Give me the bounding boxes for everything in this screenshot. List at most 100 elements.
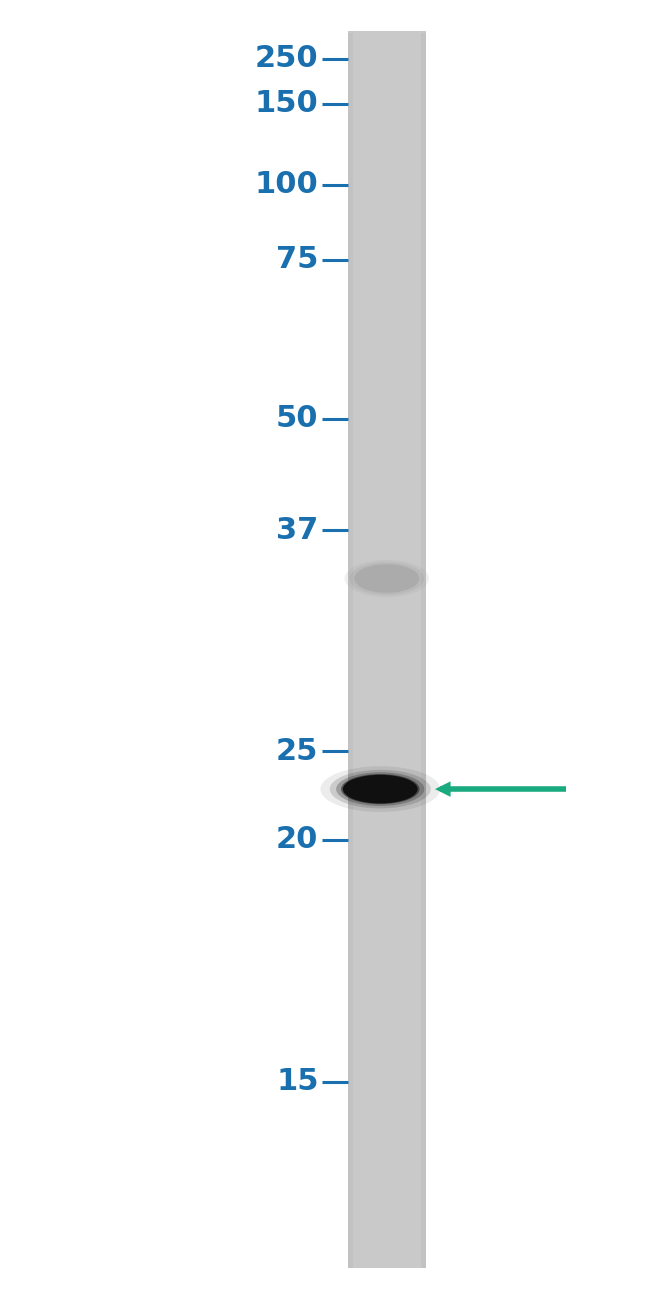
Bar bbox=[348, 937, 426, 942]
Bar bbox=[348, 1040, 426, 1045]
Bar bbox=[348, 582, 426, 588]
Bar bbox=[348, 1076, 426, 1082]
Bar bbox=[348, 690, 426, 696]
Bar bbox=[348, 451, 426, 456]
Bar bbox=[348, 117, 426, 124]
Bar bbox=[348, 546, 426, 551]
Bar bbox=[348, 1200, 426, 1206]
Bar bbox=[348, 736, 426, 741]
Bar bbox=[348, 780, 426, 785]
Bar bbox=[348, 928, 426, 933]
Bar bbox=[348, 1019, 426, 1024]
Bar bbox=[348, 1097, 426, 1102]
Bar bbox=[348, 884, 426, 889]
Bar bbox=[348, 1167, 426, 1173]
Bar bbox=[348, 88, 426, 95]
Bar bbox=[348, 208, 426, 213]
Bar bbox=[348, 455, 426, 460]
Bar bbox=[348, 356, 426, 361]
Bar bbox=[348, 105, 426, 110]
Bar bbox=[348, 592, 426, 597]
Bar bbox=[348, 1139, 426, 1144]
Bar bbox=[348, 324, 426, 329]
Bar bbox=[348, 656, 426, 663]
Bar bbox=[348, 484, 426, 490]
Bar bbox=[348, 369, 426, 374]
Bar bbox=[348, 1217, 426, 1222]
Bar bbox=[348, 1213, 426, 1218]
Bar bbox=[348, 517, 426, 523]
Bar bbox=[348, 162, 426, 169]
Bar bbox=[348, 892, 426, 897]
Bar bbox=[348, 250, 426, 255]
Bar bbox=[348, 542, 426, 547]
Bar bbox=[348, 1196, 426, 1201]
Bar bbox=[348, 1225, 426, 1230]
Bar bbox=[348, 488, 426, 494]
Bar bbox=[348, 850, 426, 855]
Bar bbox=[348, 130, 426, 135]
Bar bbox=[348, 740, 426, 745]
Bar bbox=[348, 434, 426, 439]
Bar bbox=[348, 476, 426, 481]
Bar bbox=[348, 607, 426, 614]
Bar bbox=[348, 991, 426, 996]
Bar bbox=[348, 809, 426, 815]
Bar bbox=[348, 335, 426, 342]
Bar bbox=[348, 1048, 426, 1053]
Bar bbox=[348, 818, 426, 823]
Bar bbox=[348, 759, 426, 766]
Bar bbox=[348, 1147, 426, 1152]
Bar bbox=[348, 1110, 426, 1115]
Ellipse shape bbox=[330, 770, 431, 809]
Bar bbox=[348, 970, 426, 975]
Bar bbox=[348, 229, 426, 234]
Bar bbox=[348, 261, 426, 268]
Bar bbox=[348, 311, 426, 317]
Bar bbox=[348, 385, 426, 390]
Bar bbox=[348, 1093, 426, 1098]
Bar bbox=[348, 632, 426, 638]
Bar bbox=[348, 1156, 426, 1161]
Bar bbox=[348, 1209, 426, 1214]
Bar bbox=[348, 299, 426, 304]
Bar bbox=[348, 888, 426, 893]
Bar bbox=[348, 447, 426, 452]
Bar bbox=[348, 1027, 426, 1032]
Bar bbox=[348, 1164, 426, 1169]
Bar bbox=[348, 1204, 426, 1210]
Bar bbox=[348, 715, 426, 720]
Bar bbox=[348, 307, 426, 312]
Bar bbox=[348, 941, 426, 946]
Bar bbox=[348, 1056, 426, 1062]
Bar bbox=[348, 637, 426, 642]
Bar bbox=[348, 328, 426, 333]
Bar bbox=[348, 994, 426, 1000]
Bar bbox=[348, 64, 426, 69]
Ellipse shape bbox=[344, 560, 429, 597]
Bar bbox=[348, 278, 426, 283]
Bar bbox=[348, 142, 426, 148]
Bar bbox=[348, 706, 426, 712]
Bar bbox=[348, 1192, 426, 1197]
Bar bbox=[348, 681, 426, 686]
Bar bbox=[348, 60, 426, 65]
Bar bbox=[348, 562, 426, 568]
Bar bbox=[348, 1122, 426, 1127]
Bar bbox=[348, 493, 426, 498]
Bar bbox=[348, 859, 426, 865]
Bar bbox=[348, 39, 426, 44]
Bar bbox=[348, 727, 426, 732]
Bar bbox=[348, 731, 426, 736]
Bar bbox=[348, 98, 426, 103]
Ellipse shape bbox=[336, 772, 424, 806]
Bar bbox=[348, 949, 426, 954]
Bar bbox=[348, 265, 426, 272]
Bar bbox=[348, 422, 426, 428]
Bar bbox=[348, 978, 426, 983]
Bar bbox=[348, 1126, 426, 1131]
Bar bbox=[348, 776, 426, 781]
Bar bbox=[348, 945, 426, 950]
Bar bbox=[348, 1130, 426, 1136]
Bar bbox=[348, 1086, 426, 1091]
